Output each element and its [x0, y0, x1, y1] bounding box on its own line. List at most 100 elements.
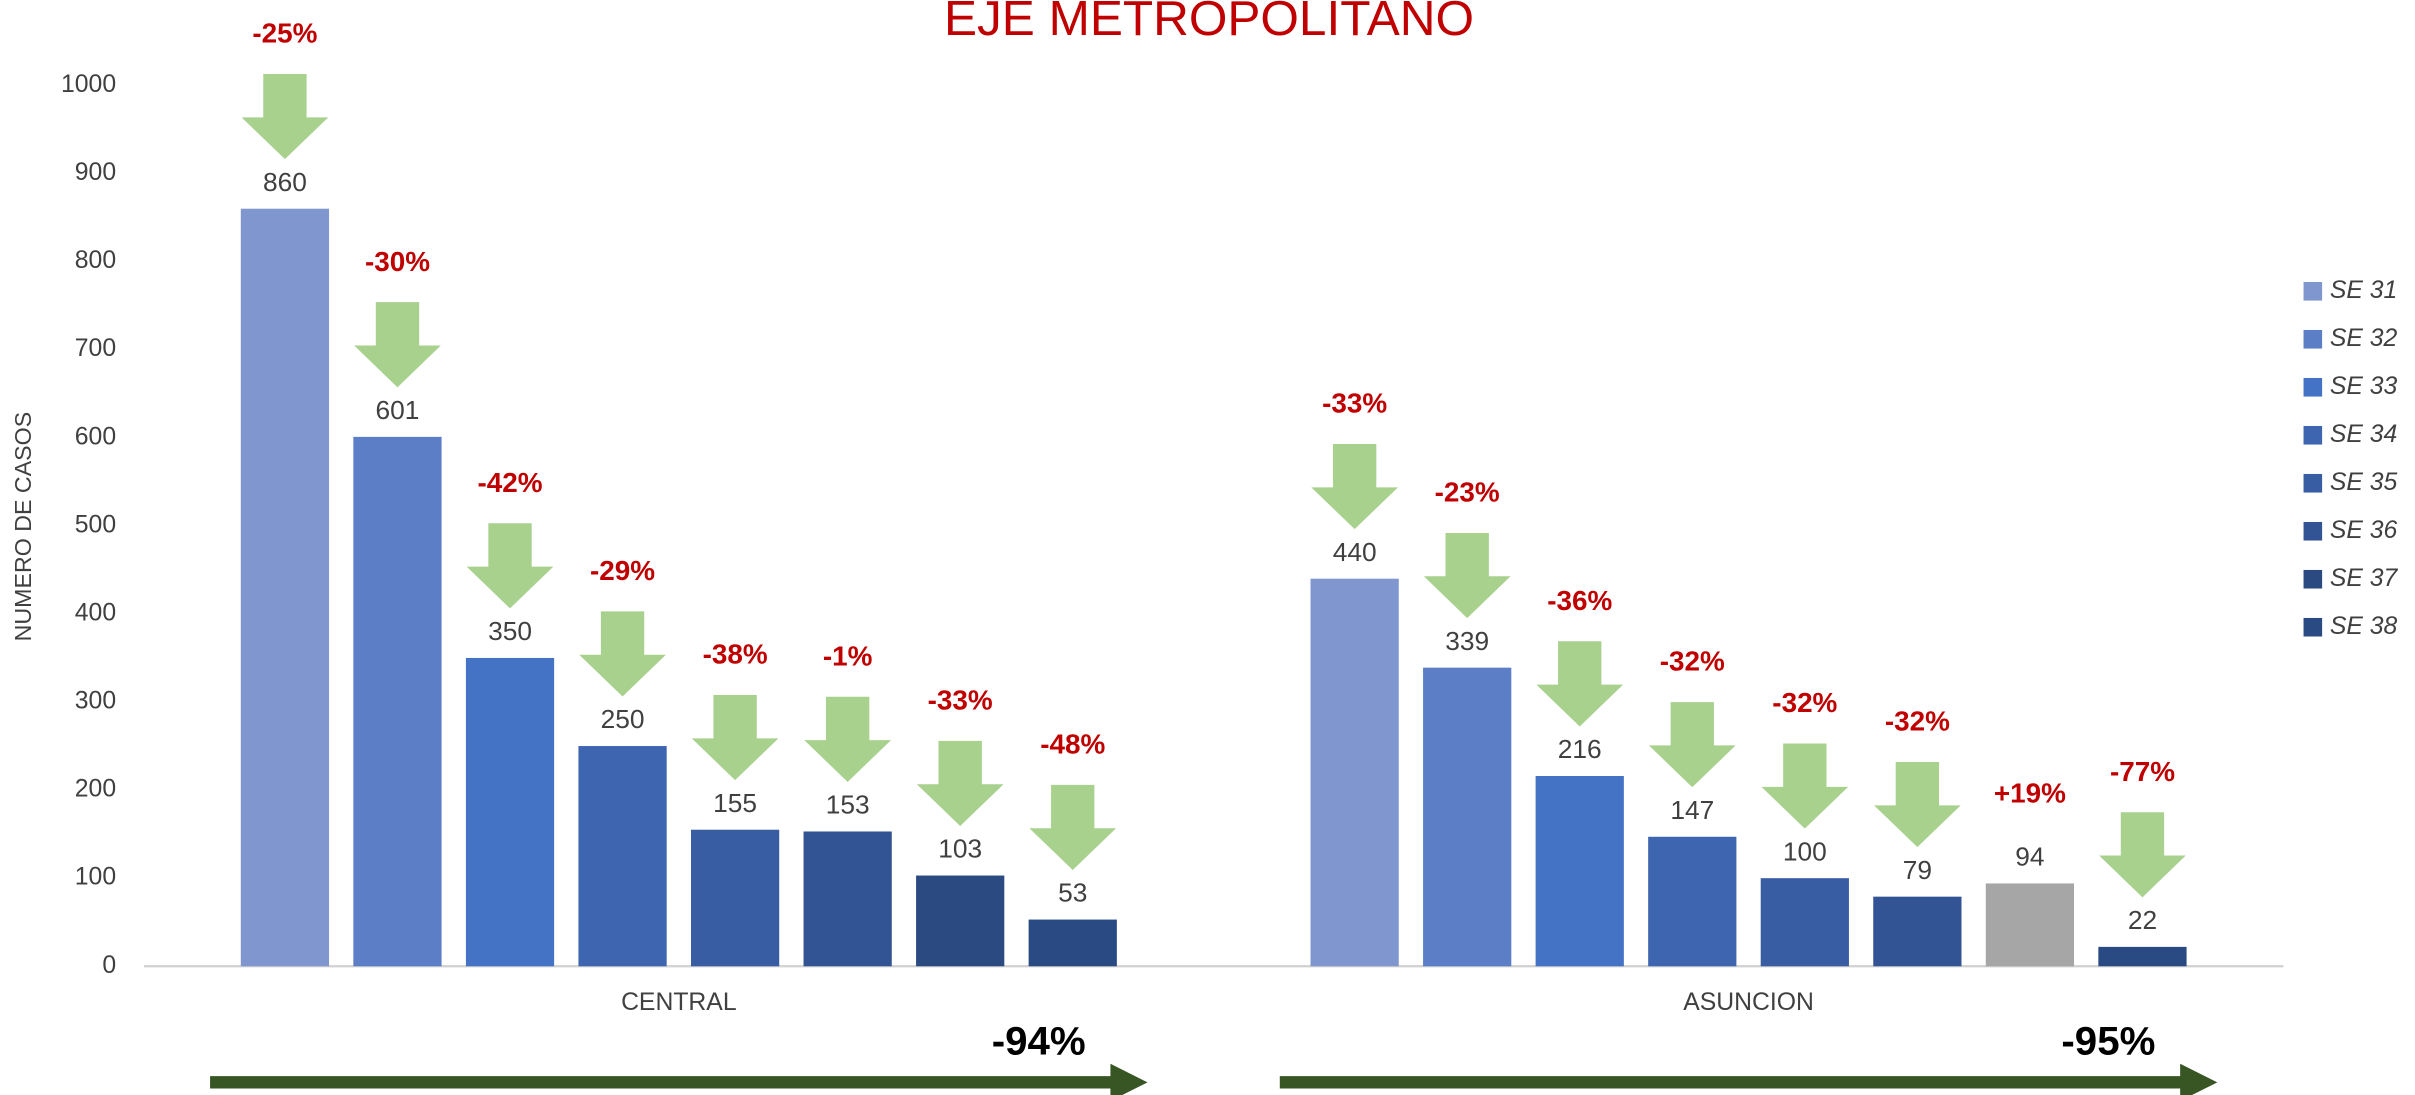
down-arrow — [916, 740, 1004, 826]
legend-label: SE 34 — [2330, 421, 2397, 448]
value-label: 155 — [713, 788, 757, 818]
y-tick-label: 0 — [102, 952, 116, 979]
y-tick-label: 100 — [75, 864, 116, 891]
value-label: 79 — [1903, 855, 1932, 885]
down-arrow — [579, 611, 666, 697]
bar — [1760, 878, 1849, 967]
down-arrow — [241, 74, 329, 160]
legend-swatch — [2303, 473, 2323, 493]
change-label: -38% — [703, 639, 768, 670]
change-label: -48% — [1040, 729, 1105, 760]
change-label: -30% — [365, 246, 430, 277]
legend-label: SE 32 — [2330, 325, 2398, 352]
bar — [1873, 896, 1962, 967]
bar — [240, 208, 330, 967]
change-label: -23% — [1435, 477, 1500, 508]
value-label: 153 — [826, 790, 870, 820]
change-label: +19% — [1994, 778, 2066, 809]
value-label: 147 — [1670, 795, 1714, 825]
down-arrow — [1423, 532, 1511, 619]
chart-title: EJE METROPOLITANO — [944, 0, 1474, 46]
value-label: 22 — [2128, 905, 2157, 935]
change-label: -32% — [1772, 687, 1837, 718]
overall-change-label: -94% — [992, 1018, 1086, 1063]
trend-arrow-head — [1110, 1063, 1148, 1095]
legend-swatch — [2303, 377, 2323, 397]
legend-swatch — [2303, 521, 2323, 541]
down-arrow — [466, 523, 554, 609]
value-label: 216 — [1558, 734, 1602, 764]
change-label: -32% — [1885, 706, 1950, 737]
legend-swatch — [2303, 617, 2323, 637]
legend-label: SE 31 — [2330, 277, 2397, 304]
bar — [465, 657, 555, 967]
change-label: -1% — [823, 640, 873, 671]
bar — [1535, 775, 1624, 967]
down-arrow — [1761, 743, 1849, 829]
value-label: 94 — [2015, 842, 2044, 872]
legend-label: SE 35 — [2330, 469, 2398, 496]
value-label: 53 — [1058, 878, 1087, 908]
down-arrow — [1311, 443, 1398, 530]
change-label: -29% — [590, 555, 655, 586]
change-label: -32% — [1660, 646, 1725, 677]
legend-swatch — [2303, 282, 2323, 301]
overall-change-label: -95% — [2061, 1018, 2155, 1063]
bar — [1028, 919, 1117, 967]
change-label: -36% — [1547, 585, 1612, 616]
change-label: -77% — [2110, 756, 2175, 787]
y-axis-label: NUMERO DE CASOS — [10, 412, 36, 642]
y-tick-label: 900 — [75, 159, 116, 186]
value-label: 250 — [601, 704, 645, 734]
legend-label: SE 37 — [2330, 565, 2399, 592]
change-label: -33% — [928, 685, 993, 716]
bar — [578, 746, 667, 967]
down-arrow — [804, 696, 891, 782]
bar — [1648, 836, 1737, 967]
down-arrow — [691, 695, 779, 781]
value-label: 100 — [1783, 836, 1827, 866]
change-label: -33% — [1322, 388, 1387, 419]
down-arrow — [354, 302, 441, 388]
legend-swatch — [2303, 425, 2323, 445]
y-tick-label: 300 — [75, 688, 116, 715]
y-tick-label: 200 — [75, 776, 116, 803]
x-tick-label: ASUNCION — [1683, 989, 1814, 1016]
legend-swatch — [2303, 329, 2323, 349]
y-tick-label: 600 — [75, 423, 116, 450]
y-tick-label: 1000 — [61, 71, 116, 98]
down-arrow — [2099, 812, 2186, 898]
down-arrow — [1648, 702, 1736, 788]
y-tick-label: 400 — [75, 599, 116, 626]
change-label: -42% — [477, 467, 542, 498]
bar — [1985, 883, 2075, 967]
value-label: 339 — [1445, 626, 1489, 656]
legend-label: SE 33 — [2330, 373, 2398, 400]
legend-label: SE 36 — [2330, 517, 2398, 544]
trend-arrow-head — [2180, 1063, 2218, 1095]
x-tick-label: CENTRAL — [621, 989, 737, 1016]
y-tick-label: 700 — [75, 335, 116, 362]
bar — [1423, 667, 1512, 967]
legend-label: SE 38 — [2330, 613, 2398, 640]
y-tick-label: 800 — [75, 247, 116, 274]
change-label: -25% — [252, 18, 317, 49]
value-label: 601 — [376, 395, 420, 425]
down-arrow — [1029, 784, 1117, 871]
down-arrow — [1536, 641, 1624, 727]
down-arrow — [1874, 761, 1961, 848]
bar — [1310, 578, 1399, 967]
legend-swatch — [2303, 569, 2323, 589]
bar — [353, 436, 442, 967]
bar — [2098, 946, 2187, 967]
bar — [690, 829, 780, 967]
value-label: 860 — [263, 167, 307, 197]
y-tick-label: 500 — [75, 511, 116, 538]
bar — [803, 831, 892, 967]
value-label: 103 — [938, 834, 982, 864]
value-label: 350 — [488, 616, 532, 646]
bar — [916, 875, 1005, 967]
value-label: 440 — [1333, 537, 1377, 567]
